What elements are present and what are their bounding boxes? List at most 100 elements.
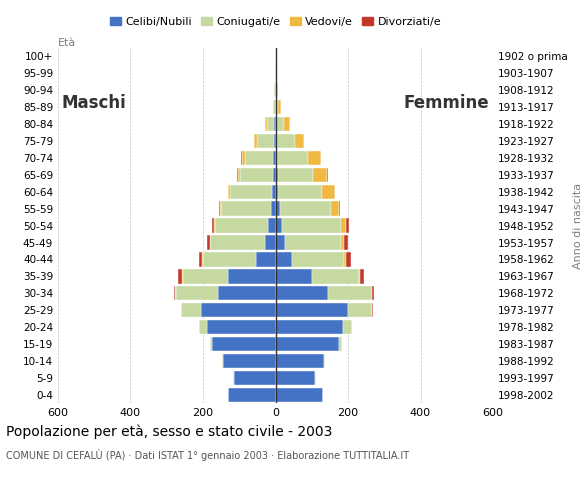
Bar (312, 269, 359, 284)
Bar (276, 168, 278, 182)
Bar (278, 100, 281, 114)
Bar (180, 303, 181, 317)
Bar (322, 185, 335, 199)
Bar (359, 269, 360, 284)
Bar (267, 117, 274, 132)
Bar (372, 303, 373, 317)
Bar (202, 252, 203, 266)
Bar (276, 134, 277, 148)
Bar (276, 151, 277, 165)
Bar (276, 185, 278, 199)
Bar (258, 134, 274, 148)
Bar (328, 286, 372, 300)
Bar (277, 151, 308, 165)
Bar (277, 134, 295, 148)
Bar (341, 218, 346, 233)
Bar (274, 134, 276, 148)
Bar (346, 218, 349, 233)
Bar (173, 286, 175, 300)
Bar (229, 269, 276, 284)
Bar (324, 354, 325, 368)
Bar (276, 320, 343, 334)
Bar (276, 202, 280, 216)
Bar (222, 354, 223, 368)
Bar (181, 303, 201, 317)
Bar (280, 202, 331, 216)
Bar (284, 117, 289, 132)
Bar (210, 235, 264, 250)
Bar (345, 235, 348, 250)
Bar (264, 235, 276, 250)
Bar (240, 168, 273, 182)
Bar (201, 303, 276, 317)
Bar (276, 218, 282, 233)
Bar (230, 185, 272, 199)
Bar (227, 185, 229, 199)
Bar (339, 337, 342, 351)
Y-axis label: Anno di nascita: Anno di nascita (573, 182, 580, 269)
Bar (229, 185, 230, 199)
Bar (273, 168, 275, 182)
Bar (176, 286, 218, 300)
Bar (345, 252, 346, 266)
Bar (285, 235, 341, 250)
Bar (341, 235, 345, 250)
Bar (242, 151, 245, 165)
Bar (313, 168, 327, 182)
Bar (274, 117, 276, 132)
Bar (219, 202, 220, 216)
Bar (238, 168, 240, 182)
Bar (276, 303, 348, 317)
Bar (360, 269, 364, 284)
Bar (215, 218, 268, 233)
Text: Femmine: Femmine (404, 95, 490, 112)
Bar (272, 185, 276, 199)
Bar (245, 151, 273, 165)
Bar (218, 286, 276, 300)
Bar (234, 371, 276, 385)
Bar (274, 83, 276, 97)
Bar (308, 151, 321, 165)
Bar (266, 117, 267, 132)
Bar (237, 168, 238, 182)
Bar (221, 202, 271, 216)
Bar (268, 218, 276, 233)
Bar (372, 286, 374, 300)
Bar (214, 218, 215, 233)
Bar (276, 371, 316, 385)
Bar (348, 303, 372, 317)
Bar (276, 235, 285, 250)
Bar (276, 337, 339, 351)
Bar (276, 286, 328, 300)
Legend: Celibi/Nubili, Coniugati/e, Vedovi/e, Divorziati/e: Celibi/Nubili, Coniugati/e, Vedovi/e, Di… (106, 12, 445, 32)
Bar (277, 83, 278, 97)
Bar (276, 83, 277, 97)
Bar (198, 252, 202, 266)
Bar (292, 252, 345, 266)
Bar (210, 337, 212, 351)
Bar (276, 354, 324, 368)
Bar (183, 269, 229, 284)
Bar (206, 235, 209, 250)
Bar (276, 117, 284, 132)
Text: Età: Età (58, 38, 76, 48)
Bar (220, 202, 221, 216)
Bar (273, 100, 276, 114)
Bar (212, 218, 214, 233)
Bar (271, 202, 276, 216)
Text: Popolazione per età, sesso e stato civile - 2003: Popolazione per età, sesso e stato civil… (6, 425, 332, 439)
Bar (339, 202, 340, 216)
Bar (276, 252, 292, 266)
Bar (343, 320, 351, 334)
Bar (203, 252, 256, 266)
Bar (295, 134, 304, 148)
Text: COMUNE DI CEFALÙ (PA) · Dati ISTAT 1° gennaio 2003 · Elaborazione TUTTITALIA.IT: COMUNE DI CEFALÙ (PA) · Dati ISTAT 1° ge… (6, 449, 409, 461)
Bar (229, 387, 276, 402)
Bar (200, 320, 206, 334)
Bar (276, 100, 278, 114)
Bar (278, 185, 322, 199)
Bar (206, 320, 276, 334)
Bar (346, 252, 350, 266)
Bar (282, 218, 341, 233)
Bar (256, 252, 276, 266)
